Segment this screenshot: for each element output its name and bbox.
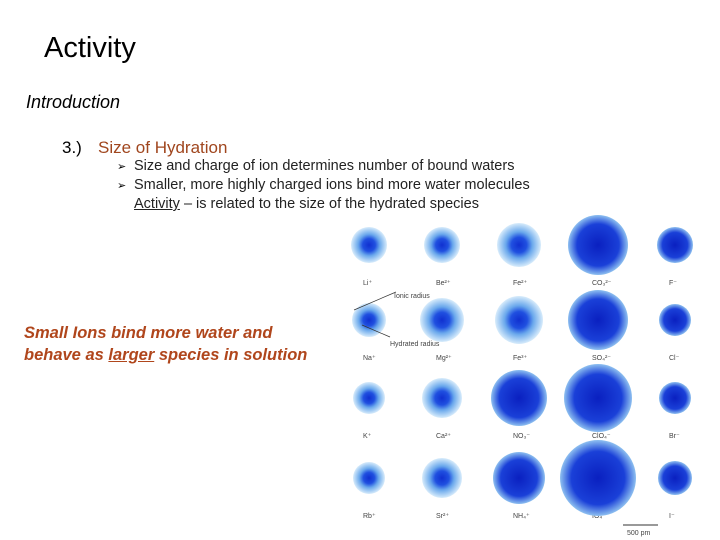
scale-label: 500 pm [627,530,651,537]
ion [568,215,628,275]
bullet-arrow: ➢ [117,161,127,173]
ion-label: ClO₄⁻ [592,433,611,440]
item-number: 3.) [62,138,82,157]
ion-label: CO₃²⁻ [592,280,612,287]
ion-label: Na⁺ [363,355,376,362]
ion [351,227,387,263]
ion [422,378,462,418]
ion [424,227,460,263]
ion [493,452,545,504]
ion [353,382,385,414]
ion-label: Fe²⁺ [513,280,528,287]
annotation: Ionic radius [394,293,430,300]
ion-label: SO₄²⁻ [592,355,611,362]
note: Activity – is related to the size of the… [134,196,479,212]
ion-label: Br⁻ [669,433,680,440]
section: Introduction [26,92,121,112]
pointer [353,291,397,311]
ion-label: NO₃⁻ [513,433,530,440]
ion-label: K⁺ [363,433,372,440]
ion [497,223,541,267]
ion [352,303,386,337]
ion [659,382,691,414]
slide-title: Activity [44,32,136,64]
ion [659,304,691,336]
ion-label: IO₄⁻ [592,513,606,520]
ion [420,298,464,342]
ion [657,227,693,263]
ion [495,296,543,344]
ion [564,364,632,432]
ion-figure: I⁻ IO₄⁻ NH₄⁺ Sr²⁺ Rb⁺ Br⁻ ClO₄⁻ NO₃⁻ Ca²⁺ K⁺ Cl⁻ SO… [351,215,693,537]
callout: Small Ions bind more water and [24,324,273,342]
item-heading: Size of Hydration [98,138,228,157]
callout-emph: larger [108,346,155,364]
bullet-arrow: ➢ [117,180,127,192]
ion-label: Be²⁺ [436,280,451,287]
ion-label: Rb⁺ [363,513,376,520]
ion-label: Mg²⁺ [436,355,452,362]
callout-text: behave as [24,346,109,364]
ion [658,461,692,495]
ion-label: Ca²⁺ [436,433,451,440]
ion-label: Li⁺ [363,280,372,287]
ion [353,462,385,494]
ion-label: I⁻ [669,513,675,520]
pointer [361,324,391,338]
annotation: Hydrated radius [390,341,440,348]
ion-label: Fe³⁺ [513,355,528,362]
note-text: – is related to the size of the hydrated… [179,196,479,212]
ion [491,370,547,426]
ion-label: F⁻ [669,280,677,287]
bullet: Smaller, more highly charged ions bind m… [134,177,530,193]
ion-label: NH₄⁺ [513,513,530,520]
bullet: Size and charge of ion determines number… [134,158,515,174]
ion-label: Cl⁻ [669,355,680,362]
ion-label: Sr²⁺ [436,513,449,520]
ion [568,290,628,350]
callout: behave as larger species in solution [24,346,307,365]
ion [422,458,462,498]
callout-text: species in solution [154,346,308,364]
note-term: Activity [134,196,180,212]
ion [560,440,636,516]
